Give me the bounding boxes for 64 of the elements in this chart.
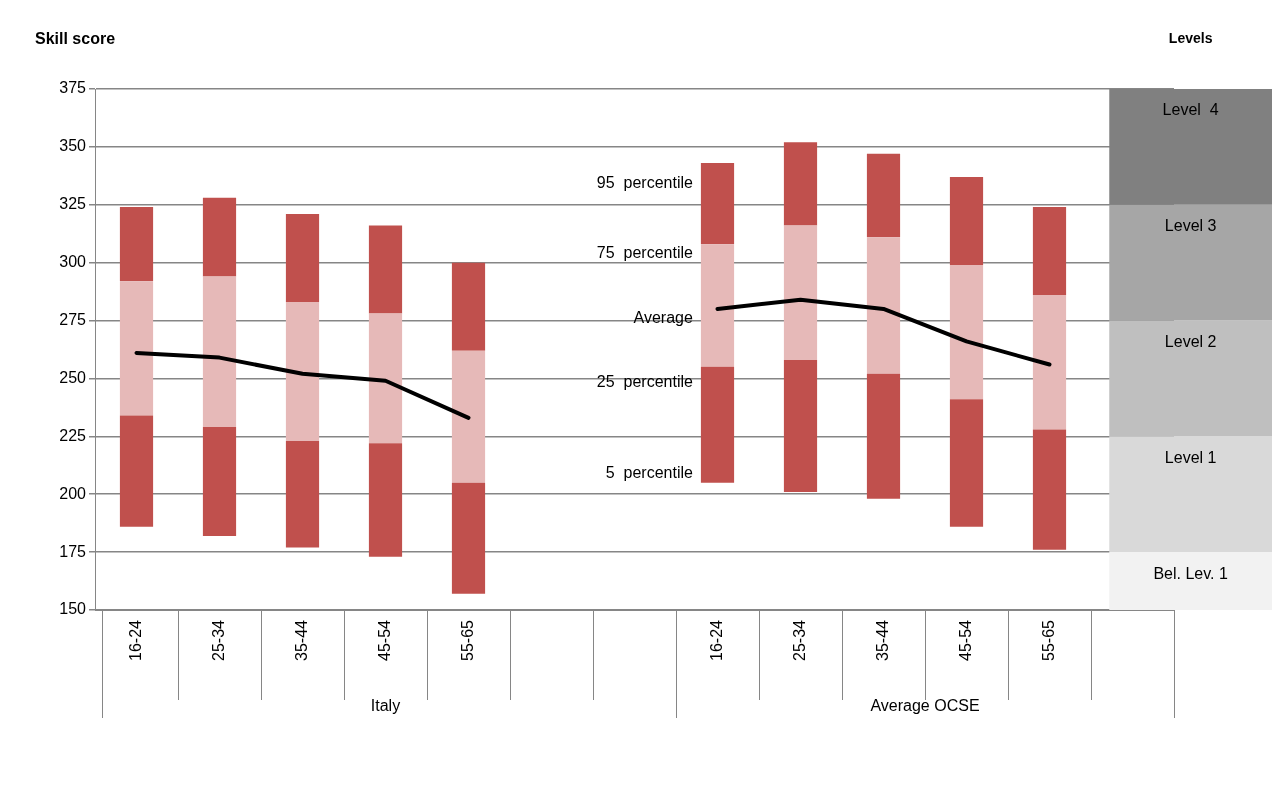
x-tick-label: 25-34	[209, 619, 227, 661]
bar	[783, 359, 818, 492]
y-tick-label: 250	[59, 368, 87, 386]
bar	[368, 225, 403, 314]
y-tick-label: 175	[59, 542, 87, 560]
bar	[119, 281, 154, 416]
annotation: 75 percentile	[596, 243, 693, 261]
bar	[1032, 207, 1067, 296]
bar	[866, 153, 901, 238]
y-tick-label: 225	[59, 426, 87, 444]
y-tick-label: 275	[59, 310, 87, 328]
band-label: Bel. Lev. 1	[1153, 564, 1228, 582]
band-label: Level 1	[1164, 448, 1217, 466]
bar	[202, 276, 237, 428]
bar	[949, 264, 984, 400]
x-tick-label: 45-54	[375, 619, 393, 661]
bar	[202, 427, 237, 536]
band-label: Level 4	[1162, 101, 1219, 119]
x-tick-label: 45-54	[956, 619, 974, 661]
y-tick-label: 375	[59, 79, 87, 97]
bar	[368, 313, 403, 444]
y-tick-label: 300	[59, 253, 87, 271]
bar	[866, 373, 901, 499]
annotation: Average	[633, 308, 693, 326]
y-tick-label: 325	[59, 195, 87, 213]
bar	[866, 237, 901, 374]
bar	[451, 350, 486, 483]
bar	[1032, 295, 1067, 430]
bar	[783, 142, 818, 226]
text: Italy	[370, 697, 401, 715]
band-label: Level 3	[1164, 217, 1217, 235]
text: Levels	[1168, 29, 1213, 46]
annotation: 25 percentile	[596, 373, 693, 391]
annotation: 5 percentile	[605, 463, 693, 481]
x-tick-label: 35-44	[292, 619, 310, 661]
y-tick-label: 150	[59, 600, 87, 618]
x-tick-label: 55-65	[1039, 619, 1057, 661]
bar	[700, 163, 735, 245]
bar	[949, 399, 984, 527]
y-axis-title: Skill score	[35, 30, 116, 48]
bar	[285, 214, 320, 303]
y-tick-label: 200	[59, 484, 87, 502]
bar	[451, 482, 486, 594]
x-tick-label: 16-24	[707, 619, 725, 661]
bar	[949, 176, 984, 265]
band-label: Level 2	[1164, 332, 1217, 350]
bar	[1032, 429, 1067, 550]
bar	[451, 262, 486, 351]
bar	[700, 244, 735, 367]
x-tick-label: 16-24	[126, 619, 144, 661]
bar	[119, 207, 154, 282]
bar	[285, 440, 320, 548]
bar	[119, 415, 154, 527]
bar	[700, 366, 735, 483]
annotation: 95 percentile	[596, 174, 693, 192]
y-tick-label: 350	[59, 137, 87, 155]
bar	[783, 225, 818, 360]
x-tick-label: 55-65	[458, 619, 476, 661]
bar	[202, 197, 237, 277]
text: Average OCSE	[870, 697, 980, 715]
bar	[285, 302, 320, 441]
bar	[368, 443, 403, 557]
x-tick-label: 25-34	[790, 619, 808, 661]
x-tick-label: 35-44	[873, 619, 891, 661]
